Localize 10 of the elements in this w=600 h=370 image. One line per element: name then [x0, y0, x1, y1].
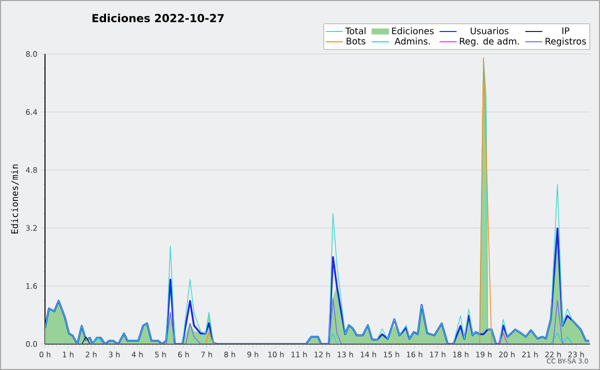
legend-label: IP [562, 27, 570, 34]
legend-label: Bots [346, 38, 366, 44]
legend-label: Admins. [394, 38, 430, 45]
y-axis-title: Ediciones/min [11, 164, 19, 234]
legend-label: Total [345, 27, 366, 34]
legend-label: Ediciones [392, 27, 434, 34]
legend-label: Reg. de adm. [460, 38, 519, 46]
legend-label: Usuarios [470, 27, 508, 34]
legend-label: Registros [546, 38, 586, 46]
chart-title: Ediciones 2022-10-27 [92, 14, 224, 22]
